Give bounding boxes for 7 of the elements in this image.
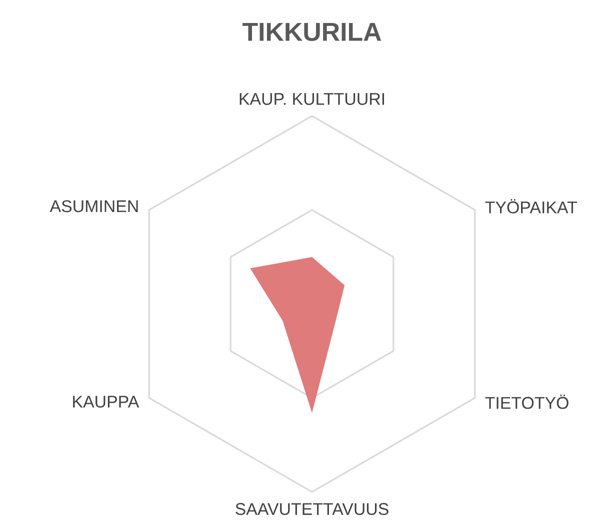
spoke-label: TIETOTYÖ: [485, 394, 568, 409]
spoke-label: KAUP. KULTTUURI: [240, 93, 384, 105]
spoke-label: ASUMINEN: [50, 200, 138, 212]
spoke-label: TYÖPAIKAT: [485, 199, 578, 214]
spoke-label: KAUPPA: [73, 396, 140, 408]
spoke-label: SAAVUTETTAVUUS: [236, 503, 388, 516]
chart-title: TIKKURILA: [242, 22, 382, 42]
